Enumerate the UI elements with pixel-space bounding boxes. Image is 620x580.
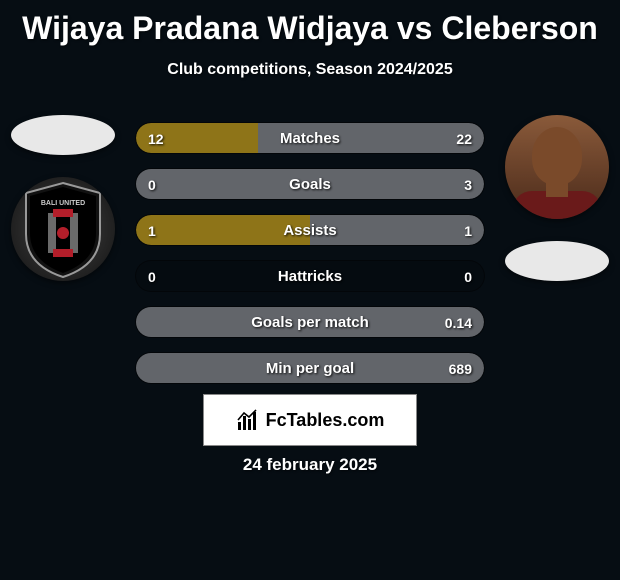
stat-label: Hattricks [136, 261, 484, 291]
player-right-flag [505, 241, 609, 281]
stat-row: 1222Matches [135, 122, 485, 154]
chart-icon [236, 408, 260, 432]
stat-row: 689Min per goal [135, 352, 485, 384]
stat-label: Assists [136, 215, 484, 245]
brand-badge: FcTables.com [203, 394, 417, 446]
player-left-column: BALI UNITED [8, 115, 118, 281]
stat-row: 0.14Goals per match [135, 306, 485, 338]
subtitle: Club competitions, Season 2024/2025 [0, 61, 620, 79]
stat-label: Matches [136, 123, 484, 153]
date-label: 24 february 2025 [0, 455, 620, 475]
stat-label: Goals per match [136, 307, 484, 337]
stat-label: Goals [136, 169, 484, 199]
player-right-photo [505, 115, 609, 219]
page-title: Wijaya Pradana Widjaya vs Cleberson [0, 0, 620, 47]
stats-bars: 1222Matches 03Goals 11Assists 00Hattricks 0.… [135, 122, 485, 398]
player-left-crest: BALI UNITED [11, 177, 115, 281]
player-left-flag [11, 115, 115, 155]
brand-label: FcTables.com [266, 410, 385, 431]
stat-row: 00Hattricks [135, 260, 485, 292]
stat-label: Min per goal [136, 353, 484, 383]
shield-icon: BALI UNITED [18, 179, 108, 279]
svg-text:BALI UNITED: BALI UNITED [41, 200, 85, 207]
player-right-column [502, 115, 612, 281]
stat-row: 11Assists [135, 214, 485, 246]
stat-row: 03Goals [135, 168, 485, 200]
